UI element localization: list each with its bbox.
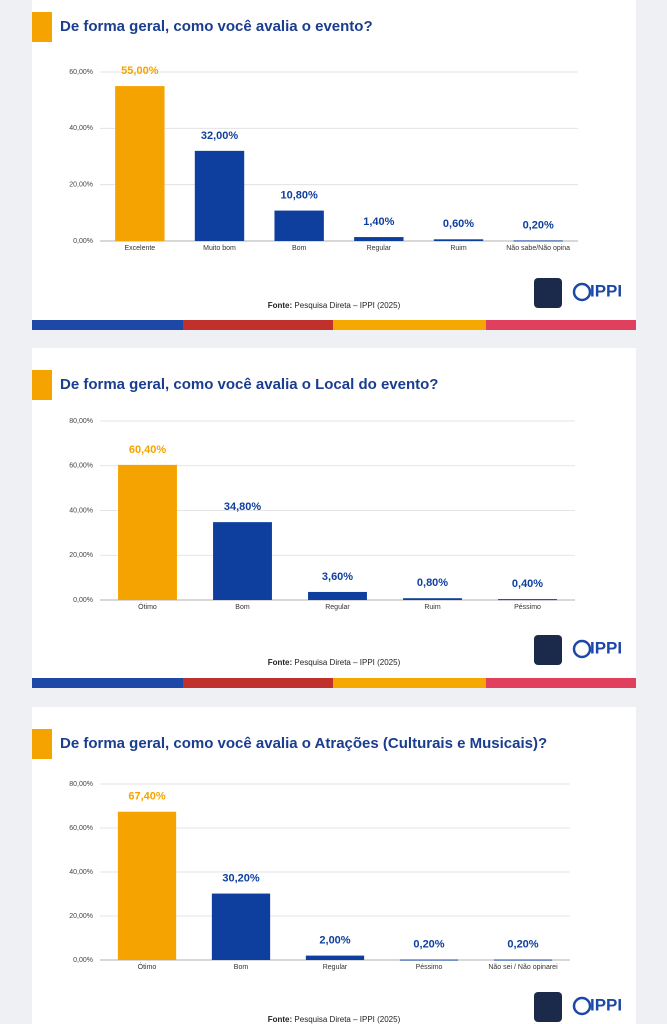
x-tick-label: Excelente: [124, 245, 155, 252]
value-label: 60,40%: [129, 444, 167, 456]
value-label: 0,20%: [523, 219, 554, 231]
y-tick-label: 0,00%: [73, 238, 93, 245]
source-label: Fonte:: [268, 1015, 292, 1024]
bar: [194, 150, 245, 241]
y-tick-label: 20,00%: [69, 182, 93, 189]
y-tick-label: 60,00%: [69, 825, 93, 832]
title-marker: [32, 729, 52, 759]
y-tick-label: 40,00%: [69, 125, 93, 132]
x-tick-label: Não sei / Não opinarei: [488, 964, 558, 971]
stripe: [32, 320, 636, 330]
y-tick-label: 40,00%: [69, 869, 93, 876]
value-label: 10,80%: [281, 189, 319, 201]
x-tick-label: Péssimo: [514, 604, 541, 611]
y-tick-label: 0,00%: [73, 957, 93, 964]
x-tick-label: Bom: [234, 964, 249, 971]
bar: [213, 522, 272, 600]
x-tick-label: Péssimo: [416, 964, 443, 971]
bar: [513, 240, 563, 242]
value-label: 34,80%: [224, 501, 262, 513]
source: Fonte: Pesquisa Direta – IPPI (2025): [268, 658, 401, 667]
bar: [403, 598, 462, 600]
y-tick-label: 20,00%: [69, 913, 93, 920]
bar: [399, 959, 459, 961]
y-tick-label: 80,00%: [69, 781, 93, 788]
source-label: Fonte:: [268, 658, 292, 667]
bar: [493, 959, 553, 961]
bar: [433, 239, 484, 241]
x-tick-label: Regular: [323, 964, 348, 971]
value-label: 0,20%: [507, 938, 538, 950]
y-tick-label: 40,00%: [69, 507, 93, 514]
value-label: 32,00%: [201, 130, 239, 142]
y-tick-label: 20,00%: [69, 552, 93, 559]
source-label: Fonte:: [268, 301, 292, 310]
logo-badge: [534, 278, 562, 308]
source-text: Pesquisa Direta – IPPI (2025): [294, 658, 400, 667]
title-marker: [32, 370, 52, 400]
x-tick-label: Ruim: [450, 245, 467, 252]
bar: [274, 210, 324, 241]
value-label: 30,20%: [222, 872, 260, 884]
bar: [211, 893, 271, 960]
y-tick-label: 60,00%: [69, 463, 93, 470]
value-label: 3,60%: [322, 571, 353, 583]
value-label: 0,40%: [512, 578, 543, 590]
bar: [117, 811, 177, 960]
logo: IPPI: [590, 995, 622, 1014]
x-tick-label: Regular: [367, 245, 392, 252]
logo-icon: [572, 996, 592, 1016]
logo: IPPI: [590, 281, 622, 300]
x-tick-label: Regular: [325, 604, 350, 611]
x-tick-label: Bom: [292, 245, 307, 252]
value-label: 55,00%: [121, 65, 159, 77]
bar: [118, 464, 177, 600]
value-label: 2,00%: [319, 935, 350, 947]
bar: [305, 955, 365, 960]
chart-title: De forma geral, como você avalia o Atraç…: [60, 735, 547, 752]
value-label: 0,80%: [417, 577, 448, 589]
source: Fonte: Pesquisa Direta – IPPI (2025): [268, 301, 401, 310]
x-tick-label: Ótimo: [138, 962, 157, 971]
x-tick-label: Ótimo: [138, 602, 157, 611]
title-marker: [32, 12, 52, 42]
chart-title: De forma geral, como você avalia o Local…: [60, 376, 438, 393]
value-label: 0,60%: [443, 218, 474, 230]
logo-badge: [534, 992, 562, 1022]
x-tick-label: Não sabe/Não opina: [506, 245, 570, 252]
bar: [308, 591, 367, 600]
source: Fonte: Pesquisa Direta – IPPI (2025): [268, 1015, 401, 1024]
x-tick-label: Bom: [235, 604, 250, 611]
logo-badge: [534, 635, 562, 665]
y-tick-label: 0,00%: [73, 597, 93, 604]
bar: [115, 86, 165, 241]
bar: [354, 237, 404, 241]
chart-title: De forma geral, como você avalia o event…: [60, 18, 373, 35]
bar: [498, 599, 557, 601]
stripe: [32, 678, 636, 688]
value-label: 67,40%: [128, 791, 166, 803]
source-text: Pesquisa Direta – IPPI (2025): [294, 301, 400, 310]
value-label: 1,40%: [363, 216, 394, 228]
x-tick-label: Ruim: [424, 604, 441, 611]
logo-icon: [572, 282, 592, 302]
logo-icon: [572, 639, 592, 659]
source-text: Pesquisa Direta – IPPI (2025): [294, 1015, 400, 1024]
value-label: 0,20%: [413, 938, 444, 950]
y-tick-label: 80,00%: [69, 418, 93, 425]
x-tick-label: Muito bom: [203, 245, 236, 252]
logo: IPPI: [590, 638, 622, 657]
y-tick-label: 60,00%: [69, 69, 93, 76]
